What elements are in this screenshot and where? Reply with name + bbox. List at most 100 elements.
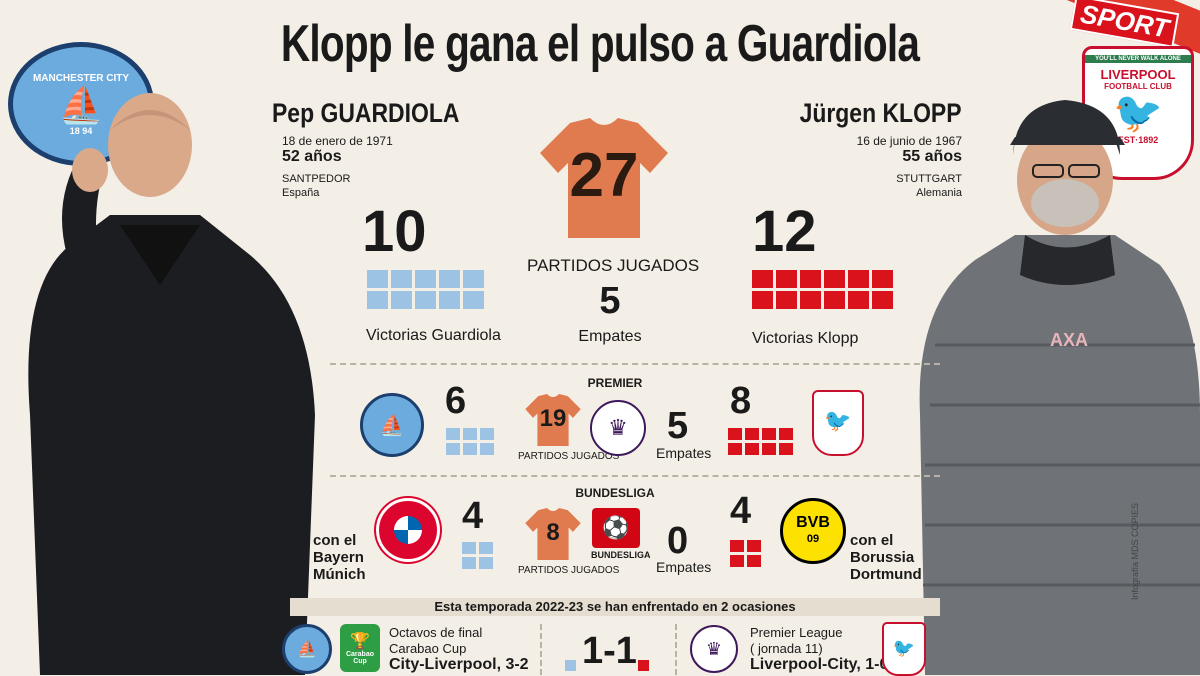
guardiola-win-square <box>391 291 412 309</box>
bundesliga-draws-number: 0 <box>667 520 689 562</box>
shirt-icon-premier <box>525 394 581 446</box>
klopp-total-wins: 12 <box>752 199 817 264</box>
klopp-club-prefix: con el <box>850 532 894 549</box>
klopp-win-square <box>848 270 869 288</box>
klopp-win-square <box>747 540 761 552</box>
match2-line1: Premier League <box>750 625 843 640</box>
premier-draws-label: Empates <box>656 445 712 461</box>
guardiola-club-name: Bayern <box>313 549 364 566</box>
klopp-win-square <box>762 428 776 440</box>
bayern-badge-center <box>394 516 422 544</box>
guardiola-club-name-2: Múnich <box>313 566 366 583</box>
premier-guardiola-wins: 6 <box>445 380 467 422</box>
klopp-win-square <box>800 291 821 309</box>
carabao-cup-logo: 🏆 Carabao Cup <box>340 624 380 672</box>
klopp-win-square <box>824 291 845 309</box>
bundesliga-guardiola-wins: 4 <box>462 495 484 537</box>
klopp-win-square <box>752 291 773 309</box>
bundesliga-played-label: PARTIDOS JUGADOS <box>518 565 620 576</box>
guardiola-win-square <box>462 557 476 569</box>
premier-draws-number: 5 <box>667 405 689 447</box>
klopp-photo <box>919 100 1200 675</box>
guardiola-win-square <box>463 291 484 309</box>
man-city-badge-small: ⛵ <box>360 393 424 457</box>
season-header-band <box>290 598 940 616</box>
player-icon: ⚽ <box>602 515 630 540</box>
klopp-win-square <box>872 291 893 309</box>
divider-premier <box>330 363 940 365</box>
footer-divider-1 <box>540 624 542 675</box>
klopp-total-wins-squares <box>752 270 893 309</box>
guardiola-win-square <box>367 270 388 288</box>
aggregate-klopp-square <box>638 660 649 671</box>
bvb-badge-text: BVB <box>796 514 830 531</box>
klopp-win-square <box>800 270 821 288</box>
premier-league-logo-footer: ♛ <box>690 625 738 673</box>
season-header: Esta temporada 2022-23 se han enfrentado… <box>434 599 796 614</box>
liverpool-badge-est: EST·1892 <box>1117 135 1159 145</box>
klopp-win-square <box>752 270 773 288</box>
klopp-win-square <box>776 291 797 309</box>
liverpool-badge-small: 🐦 <box>812 390 864 456</box>
liverpool-badge-text: LIVERPOOL <box>1100 67 1176 82</box>
liverpool-badge-footer: 🐦 <box>882 622 926 676</box>
guardiola-win-square <box>479 542 493 554</box>
guardiola-win-square <box>463 428 477 440</box>
premier-league-logo: ♛ <box>590 400 646 456</box>
total-draws-number: 5 <box>599 280 621 322</box>
ship-icon: ⛵ <box>58 83 104 125</box>
man-city-badge-footer: ⛵ <box>282 624 332 674</box>
total-played-label: PARTIDOS JUGADOS <box>527 256 700 275</box>
carabao-cup-text: Carabao Cup <box>345 651 374 665</box>
guardiola-total-wins: 10 <box>362 199 427 264</box>
guardiola-win-square <box>480 428 494 440</box>
guardiola-win-square <box>415 291 436 309</box>
klopp-shirt-sponsor: AXA <box>1050 330 1089 350</box>
total-draws-label: Empates <box>578 328 642 345</box>
aggregate-score: 1-1 <box>582 630 637 672</box>
match2-result: Liverpool-City, 1-0 <box>750 656 889 673</box>
match1-line2: Carabao Cup <box>389 641 467 656</box>
footer-divider-2 <box>675 624 677 675</box>
guardiola-club-prefix: con el <box>313 532 357 549</box>
total-played-number: 27 <box>569 141 639 210</box>
credit-text: Infografía MDS COPIES <box>1130 502 1140 600</box>
bundesliga-guardiola-squares <box>462 542 493 569</box>
divider-bundesliga <box>330 475 940 477</box>
premier-guardiola-squares <box>446 428 494 455</box>
premier-played-number: 19 <box>539 405 567 432</box>
cup-icon: 🏆 <box>350 633 370 650</box>
guardiola-win-square <box>463 270 484 288</box>
premier-title: PREMIER <box>587 376 643 390</box>
klopp-win-square <box>747 555 761 567</box>
bundesliga-played-number: 8 <box>546 519 560 546</box>
aggregate-guardiola-square <box>565 660 576 671</box>
bundesliga-logo-text: BUNDESLIGA <box>591 550 651 560</box>
guardiola-country: España <box>282 187 320 199</box>
guardiola-photo <box>28 93 315 675</box>
premier-klopp-squares <box>728 428 793 455</box>
klopp-win-square <box>730 555 744 567</box>
guardiola-wins-label: Victorias Guardiola <box>366 327 501 344</box>
match1-line1: Octavos de final <box>389 625 483 640</box>
guardiola-name: Pep GUARDIOLA <box>272 98 460 128</box>
klopp-birth: 16 de junio de 1967 <box>856 134 962 148</box>
bundesliga-title: BUNDESLIGA <box>575 486 655 500</box>
klopp-wins-label: Victorias Klopp <box>752 330 859 347</box>
klopp-age: 55 años <box>902 148 962 165</box>
klopp-country: Alemania <box>916 187 962 199</box>
bayern-badge <box>376 498 440 562</box>
klopp-win-square <box>779 428 793 440</box>
klopp-club-name-2: Dortmund <box>850 566 922 583</box>
klopp-win-square <box>728 443 742 455</box>
klopp-win-square <box>848 291 869 309</box>
klopp-win-square <box>779 443 793 455</box>
klopp-win-square <box>824 270 845 288</box>
guardiola-win-square <box>415 270 436 288</box>
liverpool-badge-sub: FOOTBALL CLUB <box>1104 82 1172 91</box>
liverpool-motto: YOU'LL NEVER WALK ALONE <box>1085 55 1191 63</box>
klopp-win-square <box>762 443 776 455</box>
guardiola-age: 52 años <box>282 148 342 165</box>
guardiola-birth: 18 de enero de 1971 <box>282 134 393 148</box>
shirt-icon-total <box>540 118 668 238</box>
